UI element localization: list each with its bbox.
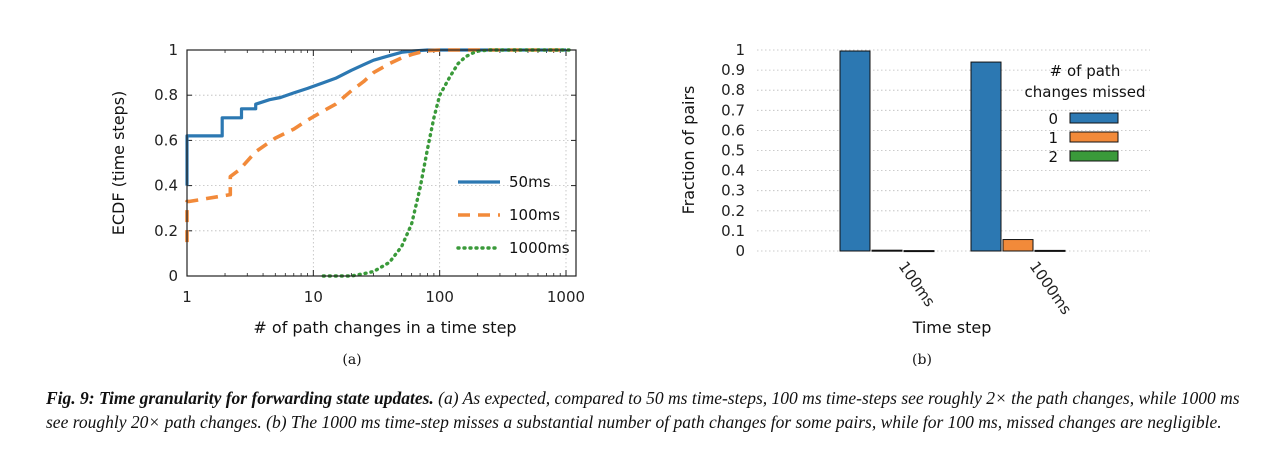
chart-a-series [185, 48, 573, 278]
figure-canvas: 00.20.40.60.811 10 100 1000 50ms100ms1000ms… [109, 41, 1150, 368]
chart-b-grid [757, 49, 1150, 252]
chart-b-y-tick-label: 0.9 [721, 61, 745, 79]
chart-b-y-tick-label: 1 [735, 41, 745, 59]
chart-b-y-tick-label: 0.8 [721, 81, 745, 99]
chart-b-y-tick-label: 0.1 [721, 222, 745, 240]
chart-a-legend: 50ms 100ms 1000ms [456, 173, 570, 257]
chart-a-y-axis-label: ECDF (time steps) [109, 91, 128, 236]
chart-a-y-tick-label: 1 [168, 41, 178, 59]
chart-a-y-tick-label: 0.6 [154, 131, 178, 149]
chart-b-bar-1000ms-2 [1034, 249, 1066, 252]
chart-a-series-line-50ms [185, 48, 566, 186]
chart-b-x-axis-label: Time step [912, 318, 992, 337]
chart-b-bar-100ms-0 [839, 50, 871, 252]
chart-a-series-line-1000ms [321, 48, 573, 278]
chart-b-legend-label: 2 [1048, 148, 1058, 166]
chart-b-legend-swatch [1069, 112, 1119, 124]
chart-b-legend: # of path changes missed 012 [1025, 62, 1146, 166]
chart-b-y-tick-label: 0.2 [721, 202, 745, 220]
figure-caption: Fig. 9: Time granularity for forwarding … [46, 386, 1246, 434]
caption-body: (a) As expected, compared to 50 ms time-… [46, 388, 1240, 432]
chart-b-y-tick-label: 0.5 [721, 142, 745, 160]
caption-lead: Fig. 9: Time granularity for forwarding … [46, 388, 434, 408]
chart-b-legend-label: 0 [1048, 110, 1058, 128]
chart-a-x-tick-label: 1000 [547, 288, 585, 306]
chart-a-y-tick-label: 0 [168, 267, 178, 285]
chart-b-subfigure-label: (b) [912, 352, 932, 368]
chart-a-grid [187, 50, 576, 276]
chart-a-frame [186, 49, 577, 277]
chart-a-subfigure-label: (a) [342, 352, 361, 368]
chart-b-bar-100ms-1 [871, 249, 903, 252]
chart-b-bar-group [839, 50, 1066, 253]
chart-b-y-tick-label: 0.6 [721, 121, 745, 139]
chart-b-bar-1000ms-1 [1002, 239, 1034, 252]
chart-a-y-tick-label: 0.2 [154, 222, 178, 240]
chart-b-ticks: 0 0.1 0.2 0.3 0.4 0.5 0.6 0.7 0.8 0.9 1 100ms 1000ms [721, 41, 1075, 318]
chart-b-x-tick-label: 100ms [895, 258, 939, 310]
chart-a-legend-label: 50ms [509, 173, 551, 191]
chart-b-legend-swatch [1069, 150, 1119, 162]
chart-b-y-tick-label: 0 [735, 242, 745, 260]
chart-b-y-tick-label: 0.7 [721, 101, 745, 119]
chart-b-x-tick-label: 1000ms [1026, 258, 1076, 318]
chart-b-y-axis-label: Fraction of pairs [679, 86, 698, 215]
chart-a-x-tick-label: 1 [182, 288, 192, 306]
chart-a-y-tick-label: 0.8 [154, 86, 178, 104]
chart-b-legend-swatch [1069, 131, 1119, 143]
chart-a-x-tick-label: 100 [425, 288, 454, 306]
chart-b-y-tick-label: 0.4 [721, 162, 745, 180]
chart-b-bars: 0 0.1 0.2 0.3 0.4 0.5 0.6 0.7 0.8 0.9 1 100ms 1000ms… [679, 41, 1150, 368]
chart-a-y-tick-label: 0.4 [154, 177, 178, 195]
chart-a-x-axis-label: # of path changes in a time step [253, 318, 516, 337]
chart-b-bar-100ms-2 [903, 250, 935, 253]
chart-a-x-tick-label: 10 [304, 288, 323, 306]
chart-b-legend-title: # of path [1050, 62, 1121, 80]
chart-b-y-tick-label: 0.3 [721, 182, 745, 200]
chart-b-legend-title: changes missed [1025, 83, 1146, 101]
chart-a-ecdf: 0 0.2 0.4 0.6 0.8 1 1 10 100 1000 50ms 100ms 1000ms… [109, 41, 585, 368]
chart-a-legend-label: 100ms [509, 206, 560, 224]
chart-b-bar-1000ms-0 [970, 61, 1002, 252]
chart-b-legend-label: 1 [1048, 129, 1058, 147]
chart-a-legend-label: 1000ms [509, 239, 570, 257]
chart-a-series-line-100ms [185, 48, 566, 243]
